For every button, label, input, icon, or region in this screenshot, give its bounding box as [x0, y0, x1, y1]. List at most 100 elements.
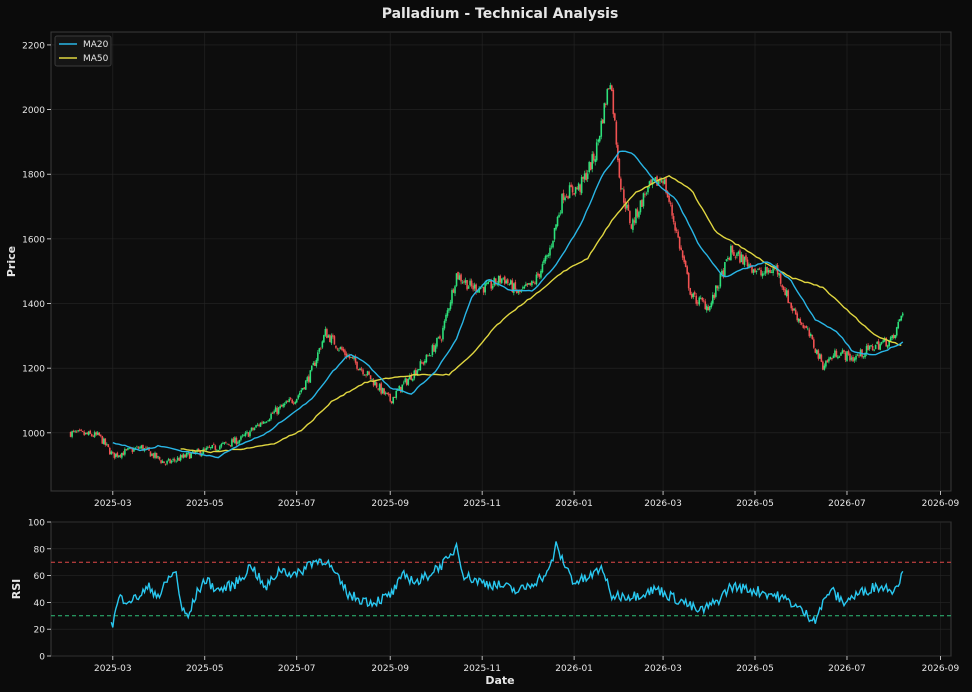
candle-body: [888, 340, 890, 346]
candle-body: [645, 193, 648, 195]
candle-body: [321, 341, 324, 348]
candle-body: [286, 401, 289, 403]
candle-body: [482, 286, 485, 293]
candle-body: [184, 454, 186, 458]
candle-body: [77, 430, 79, 432]
candle-body: [247, 432, 250, 437]
rsi-axis-label: RSI: [10, 579, 23, 600]
candle-body: [115, 453, 117, 458]
candle-body: [537, 273, 539, 276]
candle-body: [422, 362, 425, 365]
candle-body: [112, 451, 114, 453]
candle-body: [128, 447, 131, 449]
candle-body: [758, 268, 761, 270]
candle-body: [228, 443, 230, 445]
candle-body: [529, 282, 532, 286]
candle-body: [301, 388, 304, 390]
candle-body: [794, 309, 797, 315]
candle-body: [326, 329, 328, 339]
candle-body: [125, 449, 128, 451]
candle-body: [678, 236, 681, 249]
candle-body: [190, 453, 193, 459]
candle-body: [234, 437, 236, 444]
price-x-tick-label: 2025-11: [463, 499, 501, 509]
candle-body: [696, 302, 699, 304]
candle-body: [83, 431, 85, 435]
candle-body: [485, 283, 488, 285]
candle-body: [505, 280, 508, 284]
candle-body: [460, 274, 462, 282]
candle-body: [600, 120, 603, 137]
candle-body: [410, 374, 413, 381]
candle-body: [873, 349, 875, 351]
candle-body: [549, 247, 551, 256]
candle-body: [463, 281, 465, 283]
candle-body: [136, 446, 138, 448]
candle-body: [580, 177, 583, 194]
candle-body: [225, 442, 227, 444]
candle-body: [185, 452, 188, 457]
candle-body: [565, 196, 568, 198]
candle-body: [767, 270, 770, 273]
candle-body: [644, 194, 646, 196]
candle-body: [715, 285, 717, 297]
candle-body: [170, 460, 173, 463]
price-plot-area: [50, 31, 952, 492]
candle-body: [381, 387, 384, 394]
candle-body: [461, 282, 464, 284]
candle-body: [597, 139, 600, 142]
candle-body: [871, 345, 874, 350]
candle-body: [445, 314, 447, 321]
candle-body: [353, 357, 355, 359]
candle-body: [405, 378, 408, 385]
candle-body: [374, 381, 376, 386]
candle-body: [695, 295, 698, 304]
candle-body: [371, 378, 373, 380]
candle-body: [402, 382, 405, 384]
candle-body: [583, 173, 586, 180]
candle-body: [528, 283, 530, 285]
candle-body: [766, 266, 768, 273]
candle-body: [338, 349, 340, 351]
candle-body: [802, 325, 805, 328]
candle-body: [408, 375, 411, 380]
candle-body: [166, 460, 168, 464]
candle-body: [900, 315, 903, 321]
candle-body: [829, 356, 832, 360]
candle-body: [864, 353, 866, 358]
candle-body: [176, 457, 179, 461]
price-y-tick-label: 1600: [22, 235, 45, 245]
candle-body: [454, 286, 456, 294]
candle-body: [623, 189, 625, 203]
candle-body: [401, 384, 404, 393]
candle-body: [760, 269, 762, 276]
candle-body: [534, 282, 536, 284]
candle-body: [279, 405, 281, 409]
candle-body: [831, 357, 833, 360]
candle-body: [327, 335, 330, 338]
candle-body: [598, 135, 601, 142]
candle-body: [481, 286, 483, 288]
candle-body: [315, 359, 318, 367]
price-x-tick-label: 2025-09: [371, 499, 409, 509]
candle-body: [288, 399, 290, 402]
candle-body: [552, 240, 554, 248]
candle-body: [660, 180, 663, 182]
candle-body: [360, 368, 363, 370]
candle-body: [770, 272, 773, 274]
candle-body: [733, 252, 735, 256]
candle-body: [651, 178, 654, 185]
candle-body: [383, 388, 385, 395]
rsi-x-tick-label: 2026-07: [828, 664, 866, 674]
candle-body: [701, 297, 704, 301]
candle-body: [538, 274, 541, 277]
rsi-y-tick-label: 80: [34, 545, 46, 555]
candle-body: [81, 431, 84, 432]
candle-body: [638, 212, 640, 218]
candle-body: [365, 374, 367, 376]
candle-body: [250, 427, 253, 431]
candle-body: [803, 326, 806, 328]
candle-body: [434, 345, 437, 352]
legend: MA20 MA50: [54, 35, 112, 67]
price-x-tick-label: 2026-01: [555, 499, 593, 509]
